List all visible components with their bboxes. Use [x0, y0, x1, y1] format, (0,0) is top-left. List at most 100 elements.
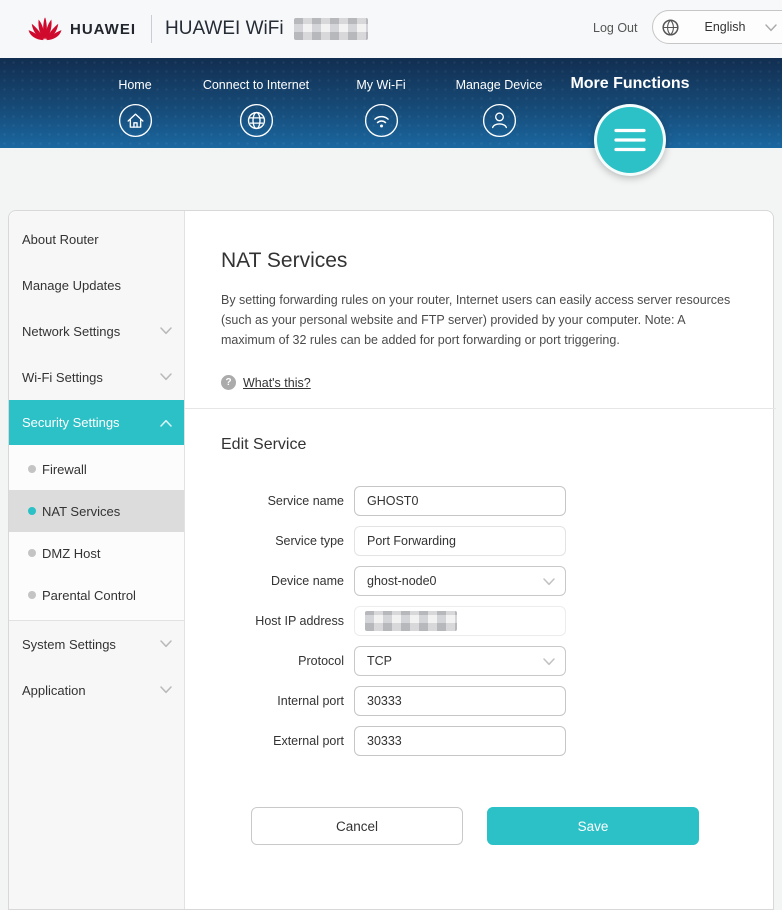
sidebar-item-security-settings[interactable]: Security Settings	[9, 400, 184, 445]
sidebar-item-firewall[interactable]: Firewall	[9, 448, 184, 490]
nav-item-home[interactable]: Home	[55, 58, 215, 140]
redacted-model-name	[293, 18, 368, 40]
field-label: Protocol	[298, 654, 344, 668]
sidebar-item-label: Network Settings	[22, 323, 121, 339]
chevron-down-icon	[160, 327, 172, 335]
field-label: Internal port	[277, 694, 344, 708]
form-row-internal-port: Internal port	[221, 686, 736, 716]
whats-this-link[interactable]: What's this?	[243, 375, 311, 390]
menu-icon	[614, 128, 646, 152]
edit-service-form: Service name Service type Port Forwarding D…	[221, 486, 736, 756]
sidebar-item-label: NAT Services	[42, 503, 121, 519]
form-row-service-name: Service name	[221, 486, 736, 516]
redacted-value	[365, 611, 457, 631]
edit-service-title: Edit Service	[221, 436, 307, 453]
field-label: External port	[273, 734, 344, 748]
sidebar-item-system-settings[interactable]: System Settings	[9, 621, 184, 667]
sidebar-item-label: Manage Updates	[22, 277, 122, 293]
chevron-down-icon	[160, 640, 172, 648]
internal-port-input[interactable]	[354, 686, 566, 716]
form-row-external-port: External port	[221, 726, 736, 756]
form-row-protocol: Protocol TCP	[221, 646, 736, 676]
bullet-icon	[28, 465, 36, 473]
button-row: Cancel Save	[221, 807, 736, 845]
nav-item-manage-device[interactable]: Manage Device	[419, 58, 579, 140]
chevron-down-icon	[543, 578, 555, 586]
page-description: By setting forwarding rules on your rout…	[221, 293, 731, 347]
main-nav: Home Connect to Internet My Wi-Fi Manage…	[0, 58, 782, 176]
page-title: NAT Services	[221, 249, 348, 272]
brand-wordmark: HUAWEI	[70, 20, 136, 38]
question-icon: ?	[221, 375, 236, 390]
section-divider	[185, 408, 776, 409]
sidebar-item-application[interactable]: Application	[9, 667, 184, 713]
sidebar-item-wi-fi-settings[interactable]: Wi-Fi Settings	[9, 354, 184, 400]
nav-item-more-functions[interactable]	[594, 104, 666, 176]
device-name-select[interactable]: ghost-node0	[354, 566, 566, 596]
external-port-input[interactable]	[354, 726, 566, 756]
huawei-logo-icon	[28, 17, 62, 41]
sidebar-item-label: Wi-Fi Settings	[22, 369, 103, 385]
nav-item-label: Connect to Internet	[202, 78, 310, 92]
sidebar-item-label: Parental Control	[42, 587, 136, 603]
nav-item-connect-to-internet[interactable]: Connect to Internet	[176, 58, 336, 140]
sidebar-item-label: About Router	[22, 231, 99, 247]
home-icon	[118, 103, 152, 138]
host-ip-address-field	[354, 606, 566, 636]
chevron-down-icon	[543, 658, 555, 666]
nav-item-more-functions-label[interactable]: More Functions	[570, 75, 690, 92]
field-label: Service name	[267, 494, 344, 508]
chevron-down-icon	[160, 373, 172, 381]
service-type-field: Port Forwarding	[354, 526, 566, 556]
language-globe-icon	[662, 19, 679, 36]
nav-item-my-wi-fi[interactable]: My Wi-Fi	[301, 58, 461, 140]
field-label: Service type	[275, 534, 344, 548]
sidebar-item-label: Firewall	[42, 461, 87, 477]
sidebar-item-parental-control[interactable]: Parental Control	[9, 574, 184, 616]
sidebar-item-dmz-host[interactable]: DMZ Host	[9, 532, 184, 574]
app-header: HUAWEI HUAWEI WiFi Log Out English	[0, 0, 782, 58]
chevron-up-icon	[160, 419, 172, 427]
sidebar-item-manage-updates[interactable]: Manage Updates	[9, 262, 184, 308]
cancel-button[interactable]: Cancel	[251, 807, 463, 845]
person-icon	[482, 103, 516, 138]
field-label: Device name	[271, 574, 344, 588]
wifi-icon	[364, 103, 398, 138]
sidebar-item-about-router[interactable]: About Router	[9, 216, 184, 262]
service-name-input[interactable]	[354, 486, 566, 516]
field-value: ghost-node0	[367, 574, 437, 588]
sidebar-submenu: Firewall NAT Services DMZ Host Parental Con…	[9, 445, 184, 620]
main-content: NAT Services By setting forwarding rules…	[185, 211, 776, 909]
sidebar: About Router Manage Updates Network Settin…	[9, 211, 185, 909]
nav-item-label: Home	[118, 78, 152, 92]
language-value: English	[704, 20, 746, 34]
field-label: Host IP address	[255, 614, 344, 628]
field-value: Port Forwarding	[367, 534, 456, 548]
internet-globe-icon	[239, 103, 273, 138]
sidebar-item-network-settings[interactable]: Network Settings	[9, 308, 184, 354]
logout-link[interactable]: Log Out	[593, 21, 638, 35]
form-row-service-type: Service type Port Forwarding	[221, 526, 736, 556]
header-divider	[151, 15, 152, 43]
sidebar-item-label: System Settings	[22, 636, 116, 652]
language-selector[interactable]: English	[652, 10, 782, 44]
product-title: HUAWEI WiFi	[165, 18, 284, 39]
field-value: TCP	[367, 654, 392, 668]
bullet-icon	[28, 591, 36, 599]
form-row-device-name: Device name ghost-node0	[221, 566, 736, 596]
sidebar-divider	[9, 620, 184, 621]
sidebar-item-nat-services[interactable]: NAT Services	[9, 490, 184, 532]
language-chevron-down-icon	[765, 24, 777, 32]
form-row-host-ip-address: Host IP address	[221, 606, 736, 636]
chevron-down-icon	[160, 686, 172, 694]
bullet-icon	[28, 507, 36, 515]
nav-item-label: My Wi-Fi	[356, 78, 406, 92]
bullet-icon	[28, 549, 36, 557]
nav-item-label: Manage Device	[455, 78, 543, 92]
save-button[interactable]: Save	[487, 807, 699, 845]
protocol-select[interactable]: TCP	[354, 646, 566, 676]
content-panel: About Router Manage Updates Network Settin…	[8, 210, 776, 910]
sidebar-item-label: DMZ Host	[42, 545, 101, 561]
sidebar-item-label: Application	[22, 682, 86, 698]
sidebar-item-label: Security Settings	[22, 415, 120, 430]
